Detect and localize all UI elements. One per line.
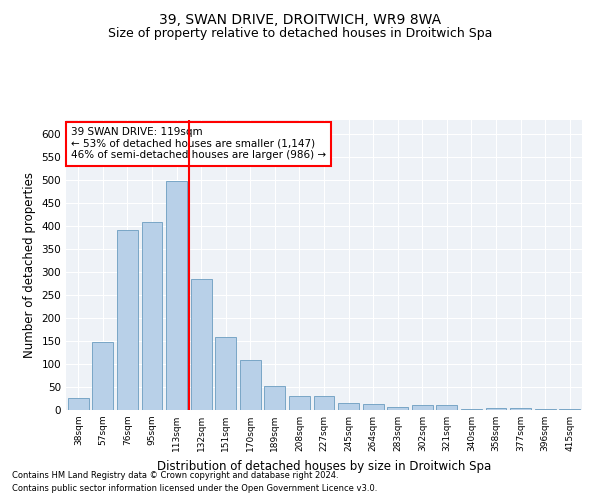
Bar: [142, 222, 163, 410]
Text: Contains public sector information licensed under the Open Government Licence v3: Contains public sector information licen…: [12, 484, 377, 493]
Bar: [510, 408, 531, 410]
Y-axis label: Number of detached properties: Number of detached properties: [23, 172, 36, 358]
Text: Size of property relative to detached houses in Droitwich Spa: Size of property relative to detached ho…: [108, 28, 492, 40]
Bar: [215, 338, 236, 410]
Text: 39, SWAN DRIVE, DROITWICH, WR9 8WA: 39, SWAN DRIVE, DROITWICH, WR9 8WA: [159, 12, 441, 26]
Bar: [265, 386, 286, 410]
Bar: [461, 408, 482, 410]
Bar: [338, 403, 359, 410]
Bar: [92, 342, 113, 410]
Bar: [68, 398, 89, 410]
Bar: [387, 407, 408, 410]
Bar: [166, 181, 187, 410]
Bar: [559, 408, 580, 410]
X-axis label: Distribution of detached houses by size in Droitwich Spa: Distribution of detached houses by size …: [157, 460, 491, 472]
Bar: [191, 279, 212, 410]
Bar: [535, 408, 556, 410]
Bar: [240, 360, 261, 410]
Bar: [289, 396, 310, 410]
Bar: [117, 230, 138, 410]
Bar: [362, 404, 383, 410]
Bar: [436, 406, 457, 410]
Text: Contains HM Land Registry data © Crown copyright and database right 2024.: Contains HM Land Registry data © Crown c…: [12, 470, 338, 480]
Bar: [412, 406, 433, 410]
Bar: [314, 396, 334, 410]
Bar: [485, 408, 506, 410]
Text: 39 SWAN DRIVE: 119sqm
← 53% of detached houses are smaller (1,147)
46% of semi-d: 39 SWAN DRIVE: 119sqm ← 53% of detached …: [71, 127, 326, 160]
